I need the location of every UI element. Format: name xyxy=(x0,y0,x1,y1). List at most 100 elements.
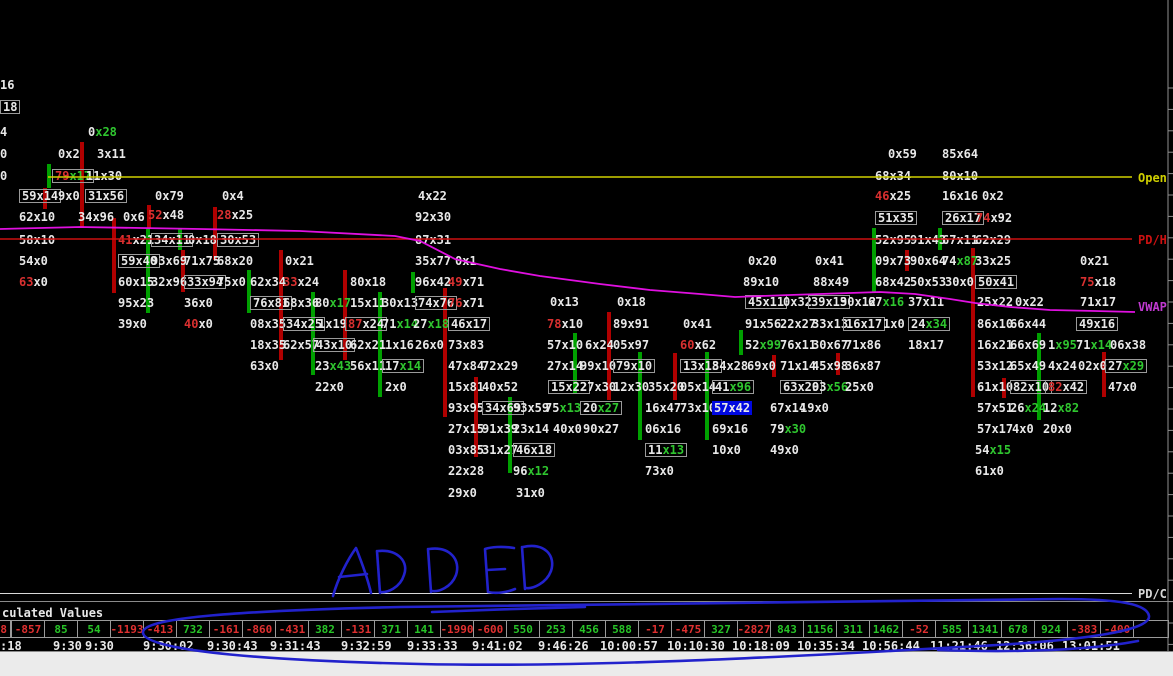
footprint-cell: 18 xyxy=(0,100,21,114)
footprint-cell: 85x64 xyxy=(942,147,979,161)
footprint-cell: 86x10 xyxy=(977,317,1014,331)
footprint-cell: 93x95 xyxy=(448,401,485,415)
calc-value-cell: -161 xyxy=(209,620,243,638)
calc-value-cell: 843 xyxy=(770,620,804,638)
footprint-cell: 4x24 xyxy=(1048,359,1077,373)
footprint-cell: 92x30 xyxy=(415,210,452,224)
footprint-cell: 68x36 xyxy=(283,296,320,310)
footprint-cell: 27x29 xyxy=(1105,359,1148,373)
footprint-cell: 35x77 xyxy=(415,254,452,268)
footprint-cell: 75x0 xyxy=(217,275,246,289)
footprint-cell: 19x0 xyxy=(800,401,829,415)
footprint-cell: 49x71 xyxy=(448,275,485,289)
footprint-cell: 0x18 xyxy=(188,233,217,247)
footprint-cell: 73x10 xyxy=(680,401,717,415)
calc-value-cell: 253 xyxy=(539,620,573,638)
calc-value-cell: 1156 xyxy=(803,620,837,638)
calc-value-cell: 371 xyxy=(374,620,408,638)
footprint-cell: 27x18 xyxy=(413,317,450,331)
volume-bar xyxy=(772,355,776,377)
footprint-cell: 08x35 xyxy=(250,317,287,331)
panel-top-border xyxy=(0,601,1173,602)
footprint-cell: 37x11 xyxy=(908,295,945,309)
footprint-cell: 87x31 xyxy=(415,233,452,247)
footprint-cell: 23x14 xyxy=(513,422,550,436)
footprint-cell: 75x18 xyxy=(1080,275,1117,289)
footprint-cell: 46x17 xyxy=(448,317,491,331)
footprint-cell: 96x42 xyxy=(415,275,452,289)
volume-bar xyxy=(1037,333,1041,420)
footprint-cell: 96x12 xyxy=(513,464,550,478)
footprint-cell: 15x11 xyxy=(350,296,387,310)
footprint-cell: 52x95 xyxy=(875,233,912,247)
timestamp-label: 10:00:57 xyxy=(600,639,658,653)
footprint-cell: 16 xyxy=(0,78,15,92)
footprint-cell: 62x34 xyxy=(250,275,287,289)
footprint-cell: 65x49 xyxy=(1010,359,1047,373)
vwap-line-label: VWAP xyxy=(1138,300,1167,314)
footprint-cell: 06x38 xyxy=(1110,338,1147,352)
volume-bar xyxy=(80,142,84,228)
footprint-cell: 22x0 xyxy=(315,380,344,394)
volume-bar xyxy=(47,164,51,188)
footprint-cell: 52x48 xyxy=(148,208,185,222)
pdh-line-label: PD/H xyxy=(1138,233,1167,247)
footprint-cell: 0x2 xyxy=(58,147,80,161)
footprint-cell: 63x0 xyxy=(19,275,48,289)
volume-bar xyxy=(1102,352,1106,397)
footprint-cell: 02x0 xyxy=(1078,359,1107,373)
calc-value-cell: -860 xyxy=(242,620,276,638)
footprint-cell: 56x11 xyxy=(350,359,387,373)
footprint-cell: 71x75 xyxy=(184,254,221,268)
footprint-cell: 31x0 xyxy=(516,486,545,500)
footprint-cell: 1x16 xyxy=(385,338,414,352)
calc-value-cell: 550 xyxy=(506,620,540,638)
footprint-cell: 0x59 xyxy=(888,147,917,161)
footprint-cell: 51x35 xyxy=(875,211,918,225)
footprint-cell: 79x17 xyxy=(52,169,95,183)
timestamp-label: 11:21:46 xyxy=(930,639,988,653)
footprint-cell: 28x25 xyxy=(217,208,254,222)
footprint-cell: 2x0 xyxy=(385,380,407,394)
timestamp-label: 10:10:30 xyxy=(667,639,725,653)
footprint-cell: 34x28 xyxy=(712,359,749,373)
calc-value-cell: -413 xyxy=(143,620,177,638)
footprint-cell: 69x0 xyxy=(747,359,776,373)
footprint-cell: 73x0 xyxy=(645,464,674,478)
footprint-cell: 89x10 xyxy=(743,275,780,289)
footprint-cell: 80x17 xyxy=(315,296,352,310)
footprint-cell: 45x98 xyxy=(812,359,849,373)
calc-value-cell: -400 xyxy=(1100,620,1134,638)
footprint-cell: 67x11 xyxy=(942,233,979,247)
footprint-cell: 18x35 xyxy=(250,338,287,352)
calc-value-cell: 456 xyxy=(572,620,606,638)
footprint-cell: 26x24 xyxy=(1010,401,1047,415)
footprint-cell: 93x59 xyxy=(513,401,550,415)
footprint-cell: 15x22 xyxy=(548,380,591,394)
footprint-cell: 22x28 xyxy=(448,464,485,478)
footprint-cell: 20x27 xyxy=(580,401,623,415)
calc-value-cell: 678 xyxy=(1001,620,1035,638)
calc-value-cell: -131 xyxy=(341,620,375,638)
footprint-cell: 60x15 xyxy=(118,275,155,289)
footprint-cell: 34x11 xyxy=(151,233,194,247)
footprint-cell: 91x56 xyxy=(745,317,782,331)
footprint-cell: 63x20 xyxy=(780,380,823,394)
footprint-cell: 34x96 xyxy=(78,210,115,224)
volume-bar xyxy=(474,377,478,457)
timestamp-label: 9:30 xyxy=(85,639,114,653)
footprint-cell: 40x52 xyxy=(482,380,519,394)
footprint-cell: 41x21 xyxy=(118,233,155,247)
footprint-cell: 25x22 xyxy=(977,295,1014,309)
calc-value-cell: 327 xyxy=(704,620,738,638)
calc-value-cell: 1462 xyxy=(869,620,903,638)
footprint-cell: 16x47 xyxy=(645,401,682,415)
footprint-cell: 30x13 xyxy=(382,296,419,310)
footprint-cell: 30x67 xyxy=(812,338,849,352)
footprint-cell: 69x16 xyxy=(712,422,749,436)
footprint-cell: 0x79 xyxy=(155,189,184,203)
footprint-cell: 9x0 xyxy=(58,189,80,203)
footprint-cell: 46x25 xyxy=(875,189,912,203)
